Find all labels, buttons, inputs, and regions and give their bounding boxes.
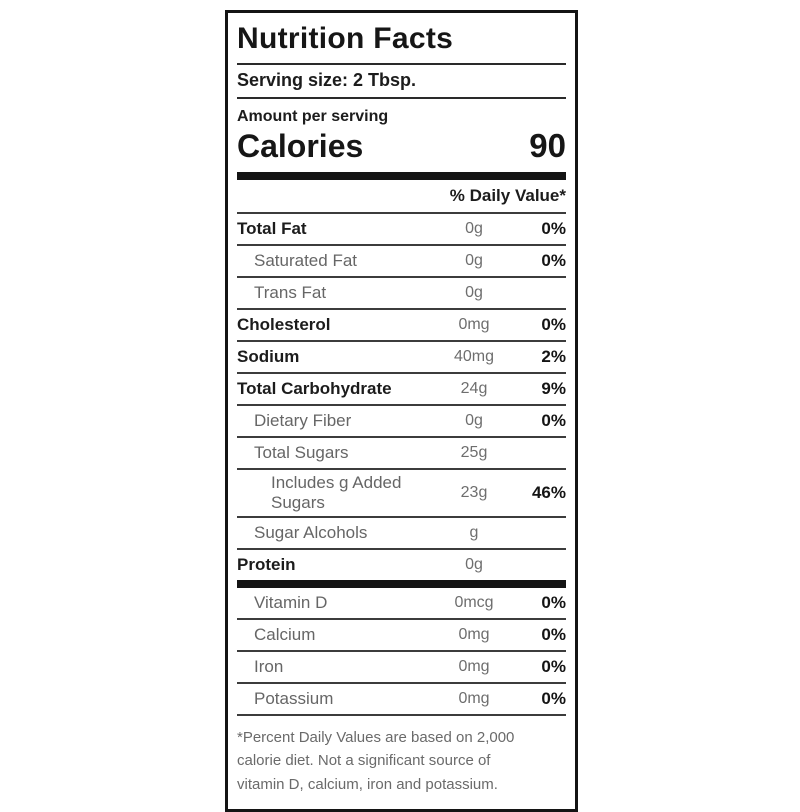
thick-bar-top (237, 172, 566, 180)
divider-under-title (237, 63, 566, 65)
nutrient-amount: 0g (465, 412, 483, 429)
nutrient-amount: 0mg (458, 658, 490, 675)
nutrient-name: Dietary Fiber (254, 411, 352, 430)
nutrient-daily-value: 0% (541, 251, 566, 270)
nutrient-daily-value: 0% (541, 593, 566, 612)
nutrient-row: Protein 0g (237, 550, 566, 580)
serving-size-text: Serving size: 2 Tbsp. (237, 70, 417, 90)
nutrient-amount: 0g (465, 220, 483, 237)
nutrient-daily-value: 0% (541, 315, 566, 334)
nutrient-name: Total Sugars (254, 443, 349, 462)
nutrient-daily-value: 0% (541, 411, 566, 430)
nutrient-name: Includes g Added Sugars (271, 473, 402, 512)
nutrient-amount: 0g (465, 252, 483, 269)
label-title: Nutrition Facts (237, 22, 454, 55)
nutrient-amount: 0g (465, 284, 483, 301)
nutrient-row: Potassium 0mg 0% (237, 684, 566, 716)
nutrient-amount: 25g (460, 444, 488, 461)
nutrient-name: Cholesterol (237, 315, 331, 334)
nutrient-row: Iron 0mg 0% (237, 652, 566, 684)
nutrient-amount: g (469, 524, 479, 541)
nutrient-amount: 0mg (458, 626, 490, 643)
nutrient-row: Trans Fat 0g (237, 278, 566, 310)
nutrient-name: Total Fat (237, 219, 307, 238)
amount-per-serving-text: Amount per serving (237, 108, 389, 125)
calories-label: Calories (237, 128, 364, 164)
nutrient-amount: 0mcg (454, 594, 494, 611)
calories-row: Calories 90 (237, 126, 566, 172)
nutrient-row: Includes g Added Sugars 23g 46% (237, 470, 566, 518)
nutrient-row: Total Sugars 25g (237, 438, 566, 470)
nutrient-daily-value: 0% (541, 625, 566, 644)
nutrient-name: Calcium (254, 625, 316, 644)
thick-bar-bottom (237, 580, 566, 588)
nutrient-amount: 0mg (458, 690, 490, 707)
nutrient-amount: 24g (460, 380, 488, 397)
nutrient-name: Iron (254, 657, 284, 676)
nutrient-row: Dietary Fiber 0g 0% (237, 406, 566, 438)
nutrient-daily-value: 0% (541, 219, 566, 238)
vitamin-rows: Vitamin D 0mcg 0% Calcium 0mg 0% Iron 0m… (237, 588, 566, 716)
nutrient-row: Sugar Alcohols g (237, 518, 566, 550)
nutrient-amount: 40mg (453, 348, 495, 365)
nutrition-facts-label: Nutrition Facts Serving size: 2 Tbsp. Am… (225, 10, 578, 812)
nutrient-row: Total Fat 0g 0% (237, 214, 566, 246)
nutrient-daily-value: 2% (541, 347, 566, 366)
nutrient-name: Saturated Fat (254, 251, 358, 270)
nutrient-name: Potassium (254, 689, 334, 708)
nutrient-row: Total Carbohydrate 24g 9% (237, 374, 566, 406)
nutrient-name: Total Carbohydrate (237, 379, 392, 398)
nutrient-amount: 0mg (458, 316, 490, 333)
nutrient-daily-value: 0% (541, 689, 566, 708)
nutrient-row: Calcium 0mg 0% (237, 620, 566, 652)
footnote-text: *Percent Daily Values are based on 2,000… (237, 729, 515, 793)
nutrient-amount: 23g (460, 484, 488, 501)
calories-value: 90 (529, 127, 566, 164)
nutrient-name: Sodium (237, 347, 300, 366)
nutrient-row: Cholesterol 0mg 0% (237, 310, 566, 342)
nutrient-name: Protein (237, 555, 296, 574)
divider-under-serving (237, 97, 566, 99)
nutrient-daily-value: 9% (541, 379, 566, 398)
nutrient-row: Saturated Fat 0g 0% (237, 246, 566, 278)
nutrient-daily-value: 0% (541, 657, 566, 676)
nutrient-name: Vitamin D (254, 593, 328, 612)
nutrient-amount: 0g (465, 556, 483, 573)
nutrient-rows: Total Fat 0g 0% Saturated Fat 0g 0% Tran… (237, 214, 566, 580)
nutrient-daily-value: 46% (531, 483, 566, 502)
nutrient-row: Vitamin D 0mcg 0% (237, 588, 566, 620)
nutrient-row: Sodium 40mg 2% (237, 342, 566, 374)
nutrient-name: Sugar Alcohols (254, 523, 368, 542)
nutrient-name: Trans Fat (254, 283, 327, 302)
daily-value-header: % Daily Value* (237, 180, 566, 214)
